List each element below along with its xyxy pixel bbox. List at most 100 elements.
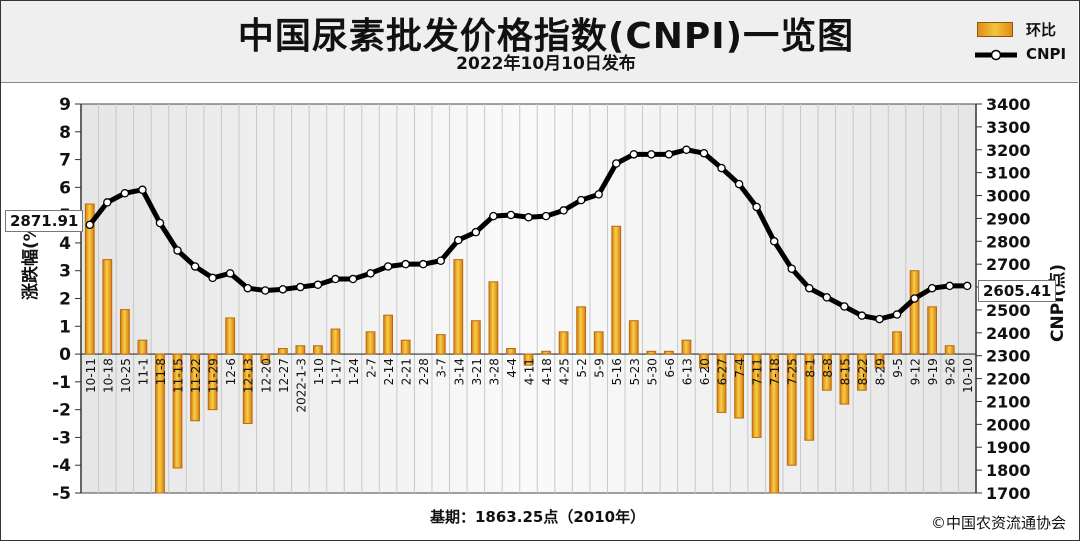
x-tick-label: 10-10 (961, 358, 975, 393)
bar (295, 345, 306, 355)
x-tick-label: 6-20 (698, 358, 712, 385)
right-axis-tick-label: 2500 (986, 301, 1031, 320)
legend-line-label: CNPI (1026, 45, 1067, 63)
x-tick-label: 7-4 (733, 358, 747, 378)
cnpi-point (471, 227, 481, 237)
right-axis-tick-label: 3300 (986, 118, 1031, 137)
x-tick-label: 5-2 (575, 358, 589, 378)
cnpi-point (734, 179, 744, 189)
right-axis-tick-label: 2900 (986, 209, 1031, 228)
left-axis-tick-label: 0 (59, 345, 71, 365)
x-tick-label: 7-25 (786, 358, 800, 385)
left-axis-tick-label: -1 (52, 373, 71, 393)
x-tick-label: 8-15 (838, 358, 852, 385)
left-axis-tick-label: 7 (59, 151, 71, 171)
cnpi-point (190, 262, 200, 271)
right-axis-tick-label: 1900 (986, 438, 1031, 457)
bar (383, 314, 393, 355)
legend-bar-swatch (977, 22, 1013, 37)
x-tick-label: 6-13 (680, 358, 694, 385)
x-tick-label: 5-30 (645, 358, 659, 385)
cnpi-point (489, 211, 498, 221)
bar (839, 353, 850, 405)
chart-header: 中国尿素批发价格指数(CNPI)一览图 2022年10月10日发布 环比 CNP… (1, 1, 1078, 83)
bar (909, 270, 920, 355)
chart-subtitle: 2022年10月10日发布 (456, 54, 636, 74)
left-axis-tick-label: 4 (59, 234, 71, 254)
cnpi-point (85, 220, 95, 230)
right-axis-tick-label: 2100 (986, 392, 1031, 411)
x-tick-label: 11-15 (172, 358, 186, 393)
right-axis-tick-label: 2700 (986, 255, 1031, 274)
cnpi-point (787, 264, 796, 274)
right-axis-tick-label: 1800 (986, 461, 1031, 480)
x-tick-label: 5-23 (628, 358, 642, 385)
cnpi-point (261, 286, 270, 295)
cnpi-point (699, 148, 709, 158)
cnpi-point (945, 281, 954, 291)
left-axis-tick-label: -5 (52, 484, 71, 504)
right-axis-tick-label: 3200 (986, 141, 1031, 160)
right-axis-tick-label: 3000 (986, 187, 1031, 206)
cnpi-point (594, 190, 603, 199)
bar (242, 353, 253, 425)
cnpi-point (611, 159, 621, 168)
bar (646, 350, 657, 355)
x-tick-label: 3-14 (452, 358, 466, 385)
right-axis-tick-label: 2200 (986, 370, 1031, 389)
right-axis-tick-label: 2400 (986, 324, 1031, 343)
bar (523, 353, 534, 366)
cnpi-point (103, 198, 112, 207)
bar (470, 320, 481, 355)
cnpi-point (541, 211, 551, 221)
cnpi-point (752, 202, 761, 212)
plot-background (80, 103, 977, 494)
x-tick-label: 4-18 (540, 358, 554, 385)
cnpi-point (559, 206, 568, 215)
x-tick-label: 2-21 (400, 358, 414, 385)
cnpi-point (805, 283, 814, 293)
x-tick-label: 8-8 (821, 358, 835, 378)
last-value-callout: 2605.41 (978, 280, 1057, 302)
cnpi-point (524, 213, 533, 222)
bar (277, 348, 288, 355)
bar (769, 353, 780, 494)
copyright-note: ©中国农资流通协会 (930, 514, 1066, 532)
bar (576, 306, 587, 355)
x-tick-label: 10-25 (119, 358, 133, 393)
x-tick-label: 4-11 (523, 358, 537, 385)
cnpi-point (822, 293, 832, 302)
x-tick-label: 2-28 (417, 358, 431, 385)
cnpi-point (576, 195, 586, 205)
bar (172, 353, 183, 469)
bar (207, 353, 218, 411)
legend-line-swatch (975, 49, 1017, 61)
cnpi-point (173, 246, 182, 255)
cnpi-point (717, 163, 726, 173)
x-tick-label: 2-14 (382, 358, 396, 385)
cnpi-point (857, 311, 867, 320)
left-axis-tick-label: 9 (59, 95, 71, 115)
legend-item-line: CNPI (971, 45, 1076, 65)
cnpi-point (418, 259, 428, 269)
bar (892, 331, 902, 355)
x-tick-label: 5-16 (610, 358, 624, 385)
x-tick-label: 10-11 (84, 358, 98, 393)
right-axis-tick-label: 1700 (986, 484, 1031, 503)
x-tick-label: 8-1 (803, 358, 817, 378)
bar (751, 353, 762, 438)
cnpi-point (962, 281, 972, 291)
x-tick-label: 9-5 (891, 358, 905, 378)
x-tick-label: 3-28 (487, 358, 501, 385)
bar (558, 331, 569, 355)
legend-bar-label: 环比 (1026, 21, 1057, 39)
right-axis-label: CNPI(点) (1048, 263, 1068, 342)
bar (190, 353, 200, 422)
left-axis-tick-label: 1 (59, 317, 71, 337)
bar (681, 339, 692, 355)
cnpi-point (278, 285, 288, 294)
bar (435, 334, 446, 355)
right-axis-tick-label: 3100 (986, 164, 1031, 183)
bar (506, 348, 516, 355)
left-axis-tick-label: 6 (59, 178, 71, 198)
